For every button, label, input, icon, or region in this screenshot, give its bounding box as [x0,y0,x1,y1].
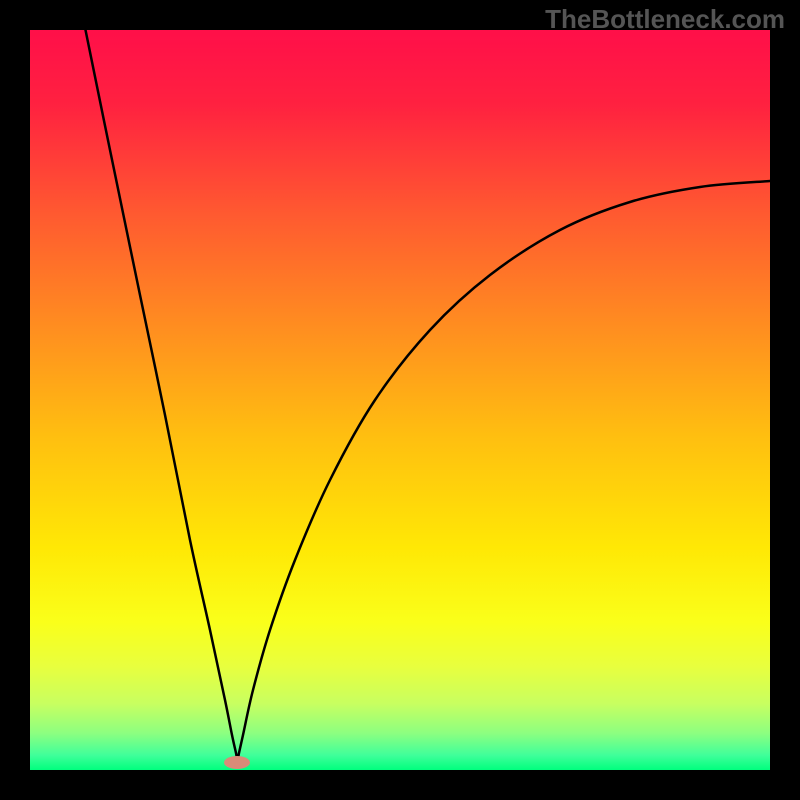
chart-container: TheBottleneck.com [0,0,800,800]
plot-area [30,30,770,770]
bottleneck-curve [30,30,770,770]
watermark-text: TheBottleneck.com [545,4,785,35]
